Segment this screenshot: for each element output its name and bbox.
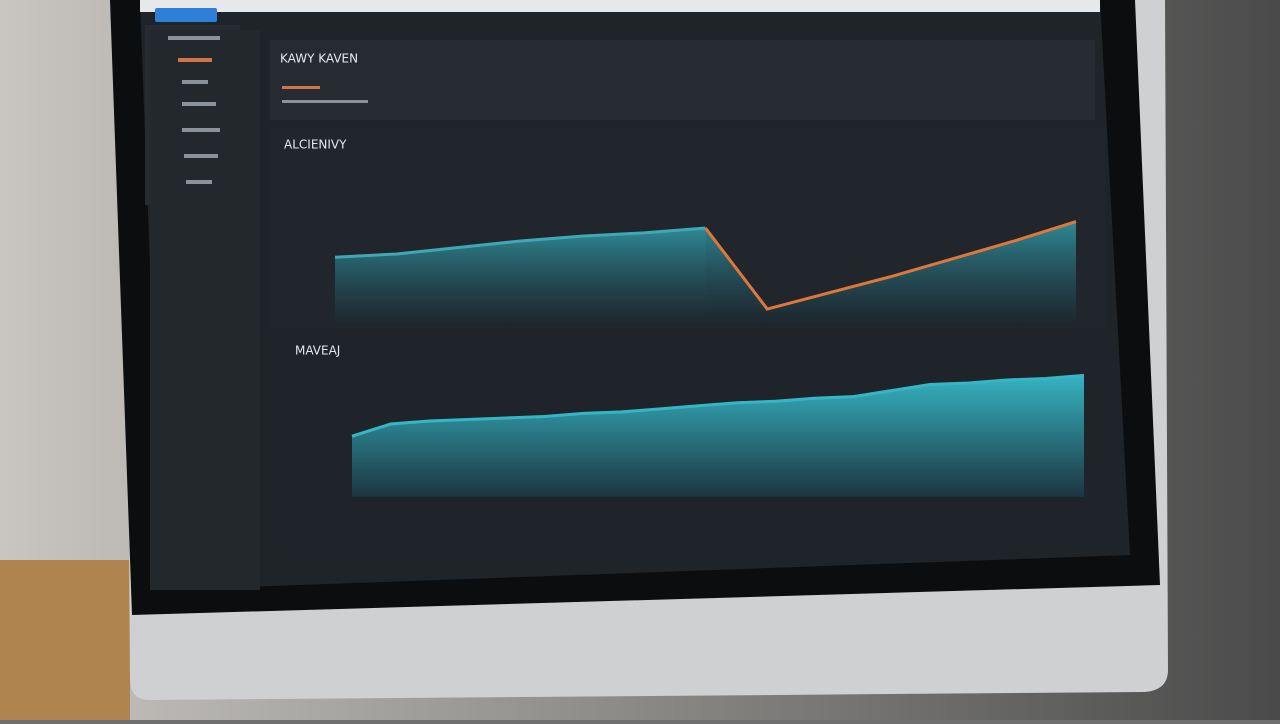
line	[704, 220, 1077, 311]
header-title: KAWY KAVEN	[280, 52, 358, 66]
chart-title: MAVEAJ	[295, 344, 340, 358]
plots	[334, 220, 1085, 497]
line	[334, 226, 706, 259]
header-panel	[270, 40, 1095, 120]
area-fill	[705, 221, 1076, 322]
line	[351, 373, 1085, 438]
chart-title: ALCIENIVY	[284, 138, 347, 152]
nav-item[interactable]	[182, 128, 220, 132]
nav-item[interactable]	[184, 154, 218, 158]
header-meta	[282, 100, 368, 103]
nav-item[interactable]	[186, 180, 212, 184]
sidebar-panel	[150, 30, 260, 590]
tab-button[interactable]	[155, 8, 217, 22]
nav-item[interactable]	[178, 58, 212, 62]
nav-item[interactable]	[182, 102, 216, 106]
header-meta	[282, 86, 320, 89]
nav-item[interactable]	[168, 36, 220, 40]
top-bar	[140, 0, 1100, 12]
desk	[0, 560, 130, 720]
area-fill	[352, 375, 1084, 497]
nav-item[interactable]	[182, 80, 208, 84]
